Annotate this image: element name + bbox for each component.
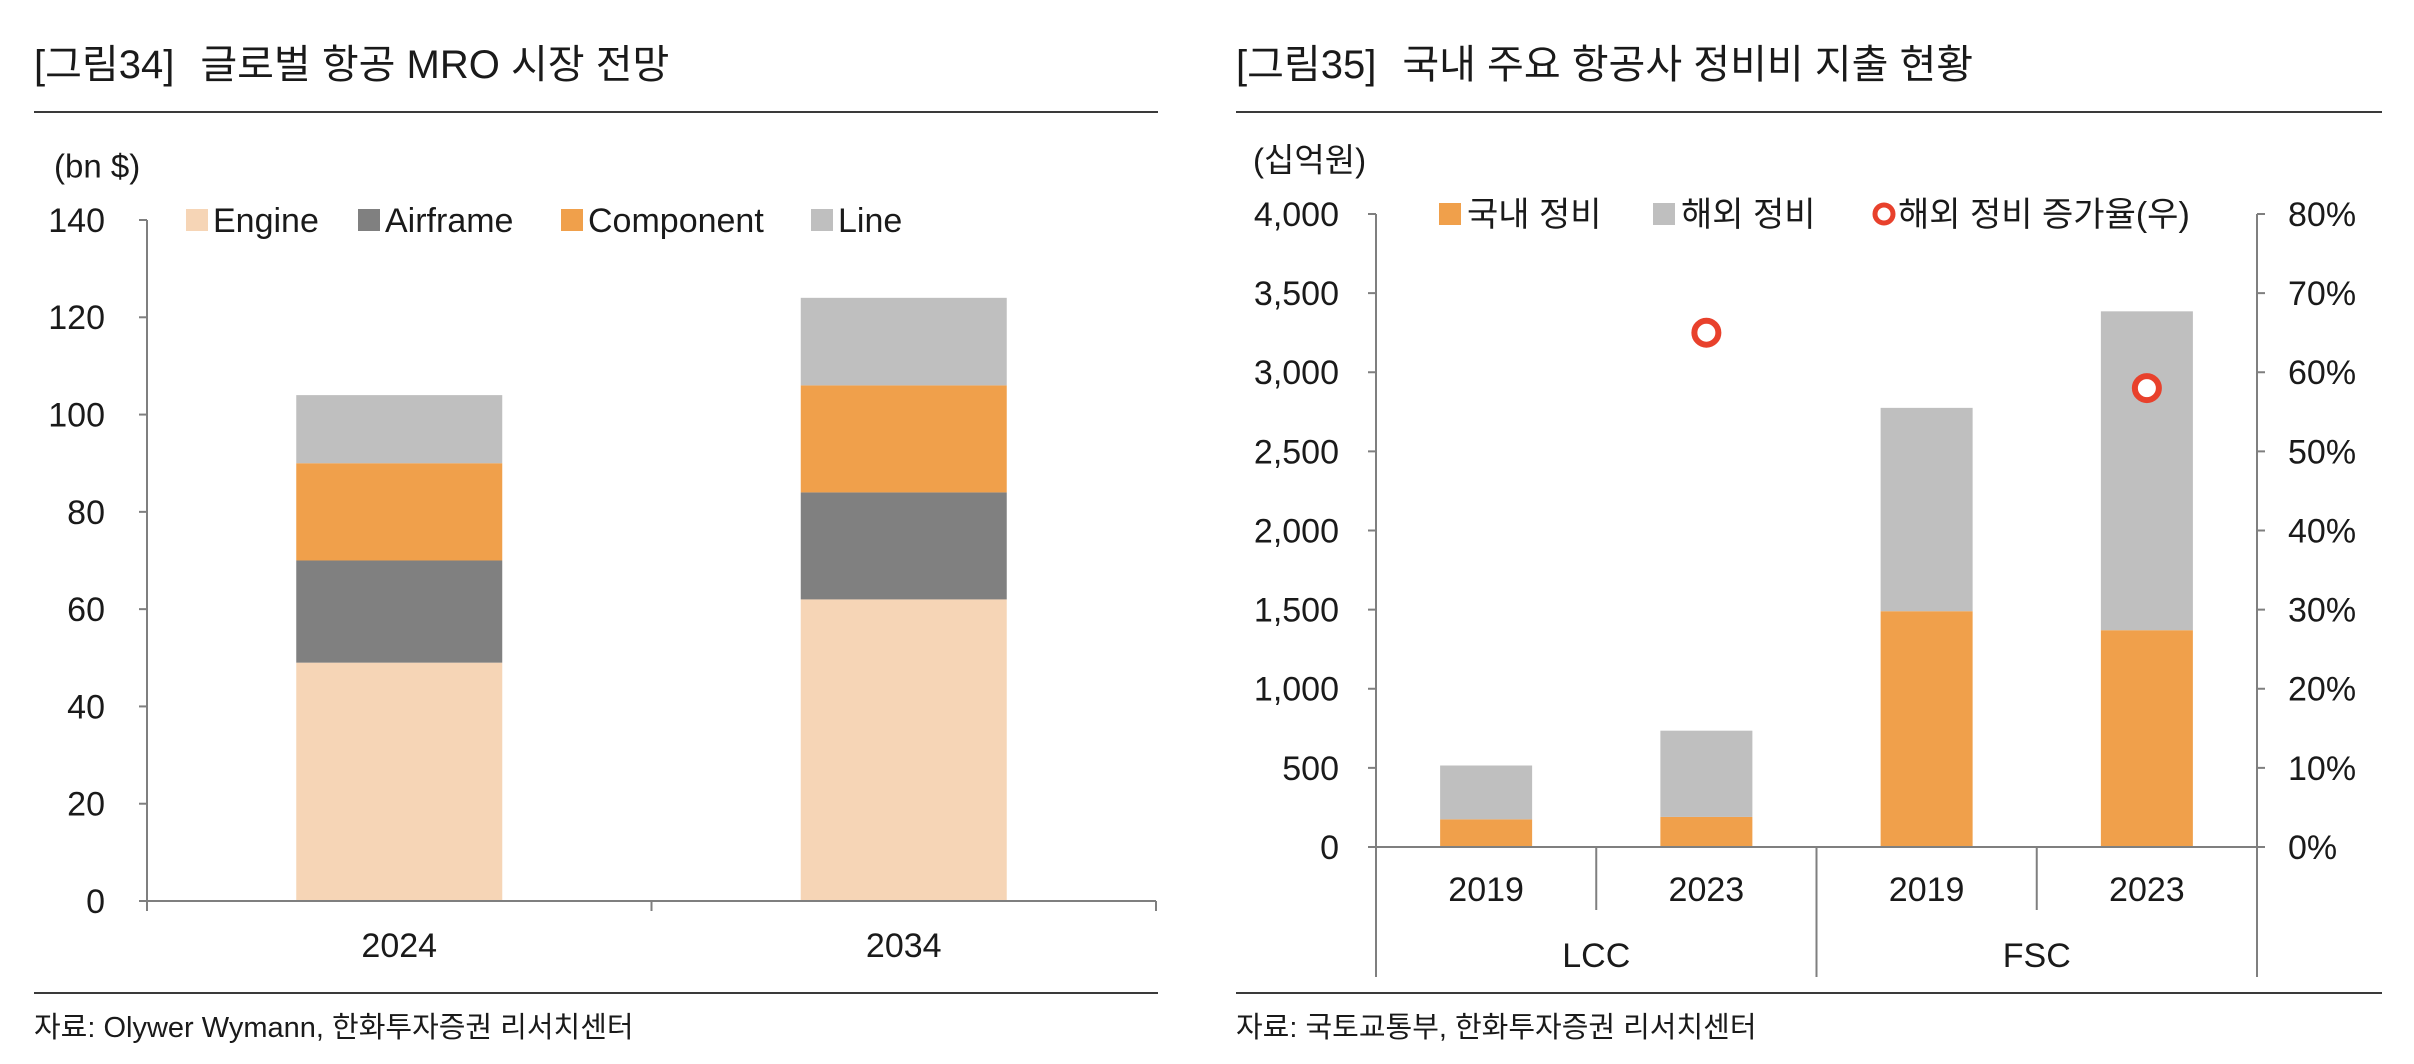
x-category-label: 2023 <box>2109 871 2185 909</box>
x-category-label: 2023 <box>1669 871 1745 909</box>
legend-swatch-line <box>811 209 833 231</box>
bar-fsc-2019-domestic-maintenance <box>1880 611 1973 847</box>
chart-34-plot: (bn $) 2024 2034 0 20 40 60 80 100 120 140 Engine A… <box>48 148 1157 965</box>
bar-fsc-2023-domestic-maintenance <box>2100 630 2193 847</box>
bar-2034-airframe <box>800 492 1007 600</box>
group-label-lcc: LCC <box>1562 937 1630 975</box>
y2-tick-label: 0% <box>2288 829 2337 867</box>
bar-2024-engine <box>296 662 503 901</box>
y2-tick-label: 50% <box>2288 433 2356 471</box>
marker-fsc-2023-overseas-growth-rate <box>2131 373 2162 404</box>
legend-label-line: Line <box>838 202 902 240</box>
y-axis-unit-label: (십억원) <box>1253 142 1366 179</box>
figure-35-bottom-rule <box>1236 992 2382 994</box>
legend-label-domestic-maintenance: 국내 정비 <box>1467 196 1602 234</box>
legend-swatch-domestic-maintenance <box>1439 203 1461 225</box>
legend-marker-overseas-growth-rate <box>1872 202 1896 226</box>
y-tick-label: 80 <box>67 494 105 532</box>
y2-tick-label: 70% <box>2288 275 2356 313</box>
y-tick-label: 500 <box>1282 750 1339 788</box>
legend-label-overseas-growth-rate: 해외 정비 증가율(우) <box>1898 196 2190 234</box>
figure-35-title: 국내 주요 항공사 정비비 지출 현황 <box>1402 43 1974 87</box>
y-tick-label: 3,500 <box>1254 275 1339 313</box>
x-category-label: 2024 <box>361 927 437 965</box>
y-tick-label: 40 <box>67 688 105 726</box>
bar-lcc-2023-overseas-maintenance <box>1660 730 1753 817</box>
bar-2024-line <box>296 395 503 464</box>
legend-label-engine: Engine <box>213 202 319 240</box>
y2-tick-label: 20% <box>2288 671 2356 709</box>
y2-tick-label: 40% <box>2288 512 2356 550</box>
marker-lcc-2023-overseas-growth-rate <box>1691 317 1722 348</box>
figure-35-panel: [그림35] 국내 주요 항공사 정비비 지출 현황 자료: 국토교통부, 한화투… <box>1236 0 2382 1064</box>
y-tick-label: 1,000 <box>1254 671 1339 709</box>
y-tick-label: 0 <box>86 883 105 921</box>
legend-label-component: Component <box>588 202 764 240</box>
bar-lcc-2019-overseas-maintenance <box>1440 765 1533 820</box>
figure-35-source: 자료: 국토교통부, 한화투자증권 리서치센터 <box>1236 1012 1757 1044</box>
x-category-label: 2019 <box>1448 871 1524 909</box>
figure-34-source: 자료: Olywer Wymann, 한화투자증권 리서치센터 <box>34 1012 634 1044</box>
x-category-label: 2019 <box>1889 871 1965 909</box>
figure-35-top-rule <box>1236 111 2382 113</box>
figure-34-bottom-rule <box>34 992 1158 994</box>
chart-35-plot: (십억원) 2019 2023 2019 2023 0 500 1,000 1,500 2,00… <box>1253 142 2356 977</box>
y-tick-label: 100 <box>48 396 105 434</box>
legend-swatch-component <box>561 209 583 231</box>
bar-lcc-2019-domestic-maintenance <box>1440 819 1533 847</box>
figure-34-title: 글로벌 항공 MRO 시장 전망 <box>200 43 670 87</box>
figure-34-top-rule <box>34 111 1158 113</box>
y-tick-label: 0 <box>1320 829 1339 867</box>
y-tick-label: 60 <box>67 591 105 629</box>
y-tick-label: 4,000 <box>1254 196 1339 234</box>
y-axis-unit-label: (bn $) <box>54 148 140 185</box>
y-tick-label: 20 <box>67 786 105 824</box>
y-tick-label: 2,500 <box>1254 433 1339 471</box>
y-tick-label: 1,500 <box>1254 592 1339 630</box>
bar-2034-line <box>800 297 1007 386</box>
y-tick-label: 140 <box>48 202 105 240</box>
figure-34-title-row: [그림34] 글로벌 항공 MRO 시장 전망 <box>34 40 669 90</box>
y2-tick-label: 80% <box>2288 196 2356 234</box>
x-category-label: 2034 <box>866 927 942 965</box>
y2-tick-label: 30% <box>2288 592 2356 630</box>
group-label-fsc: FSC <box>2003 937 2071 975</box>
legend-swatch-overseas-maintenance <box>1653 203 1675 225</box>
bar-fsc-2019-overseas-maintenance <box>1880 407 1973 612</box>
y-tick-label: 3,000 <box>1254 354 1339 392</box>
legend-swatch-airframe <box>358 209 380 231</box>
figure-35-label: [그림35] <box>1236 43 1377 87</box>
figure-34-panel: [그림34] 글로벌 항공 MRO 시장 전망 자료: Olywer Wymann… <box>34 0 1158 1064</box>
bar-2024-component <box>296 463 503 561</box>
bar-lcc-2023-domestic-maintenance <box>1660 816 1753 847</box>
y2-tick-label: 10% <box>2288 750 2356 788</box>
bar-2034-engine <box>800 599 1007 901</box>
figure-34-label: [그림34] <box>34 43 175 87</box>
legend-label-overseas-maintenance: 해외 정비 <box>1681 196 1816 234</box>
bar-2034-component <box>800 385 1007 493</box>
y-tick-label: 120 <box>48 299 105 337</box>
bar-2024-airframe <box>296 560 503 663</box>
y2-tick-label: 60% <box>2288 354 2356 392</box>
legend-label-airframe: Airframe <box>385 202 513 240</box>
legend-swatch-engine <box>186 209 208 231</box>
figure-35-title-row: [그림35] 국내 주요 항공사 정비비 지출 현황 <box>1236 40 1973 90</box>
bar-fsc-2023-overseas-maintenance <box>2100 311 2193 631</box>
y-tick-label: 2,000 <box>1254 512 1339 550</box>
